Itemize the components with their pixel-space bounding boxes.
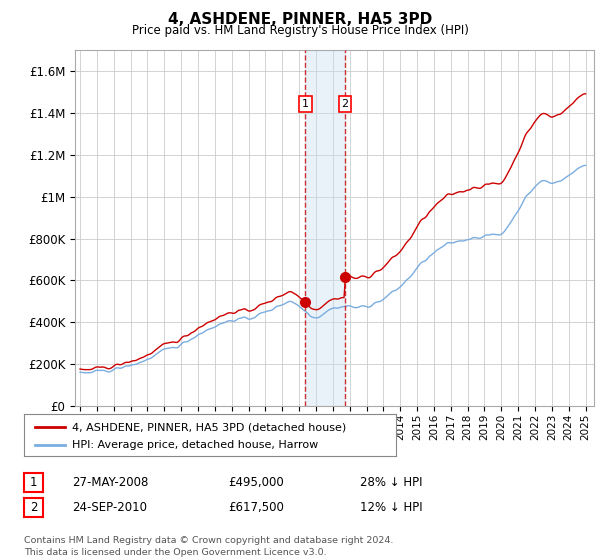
Text: HPI: Average price, detached house, Harrow: HPI: Average price, detached house, Harr… [73,440,319,450]
Text: £495,000: £495,000 [228,476,284,489]
Text: 2: 2 [30,501,37,515]
Text: 1: 1 [302,99,309,109]
Text: 27-MAY-2008: 27-MAY-2008 [72,476,148,489]
Text: 1: 1 [30,476,37,489]
Text: Price paid vs. HM Land Registry's House Price Index (HPI): Price paid vs. HM Land Registry's House … [131,24,469,37]
Text: 12% ↓ HPI: 12% ↓ HPI [360,501,422,515]
Text: 4, ASHDENE, PINNER, HA5 3PD (detached house): 4, ASHDENE, PINNER, HA5 3PD (detached ho… [73,422,347,432]
Text: £617,500: £617,500 [228,501,284,515]
Text: 4, ASHDENE, PINNER, HA5 3PD: 4, ASHDENE, PINNER, HA5 3PD [168,12,432,27]
Text: Contains HM Land Registry data © Crown copyright and database right 2024.
This d: Contains HM Land Registry data © Crown c… [24,536,394,557]
Text: 24-SEP-2010: 24-SEP-2010 [72,501,147,515]
Bar [305,50,345,406]
Text: 2: 2 [341,99,349,109]
Text: 28% ↓ HPI: 28% ↓ HPI [360,476,422,489]
